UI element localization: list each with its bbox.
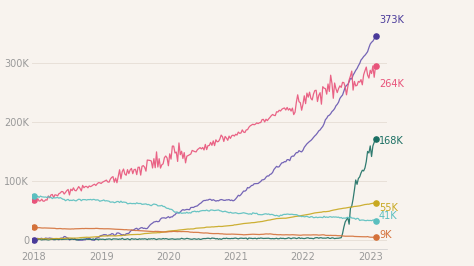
Text: 373K: 373K	[379, 15, 404, 25]
Text: 168K: 168K	[379, 136, 404, 146]
Point	[30, 198, 37, 202]
Point	[30, 225, 37, 229]
Text: 264K: 264K	[379, 80, 404, 89]
Text: 41K: 41K	[379, 211, 398, 221]
Point	[372, 201, 379, 205]
Text: 55K: 55K	[379, 203, 398, 213]
Point	[30, 238, 37, 242]
Point	[372, 235, 379, 239]
Point	[372, 34, 379, 38]
Point	[372, 136, 379, 141]
Point	[30, 194, 37, 198]
Point	[372, 64, 379, 68]
Text: 9K: 9K	[379, 230, 392, 240]
Point	[372, 218, 379, 223]
